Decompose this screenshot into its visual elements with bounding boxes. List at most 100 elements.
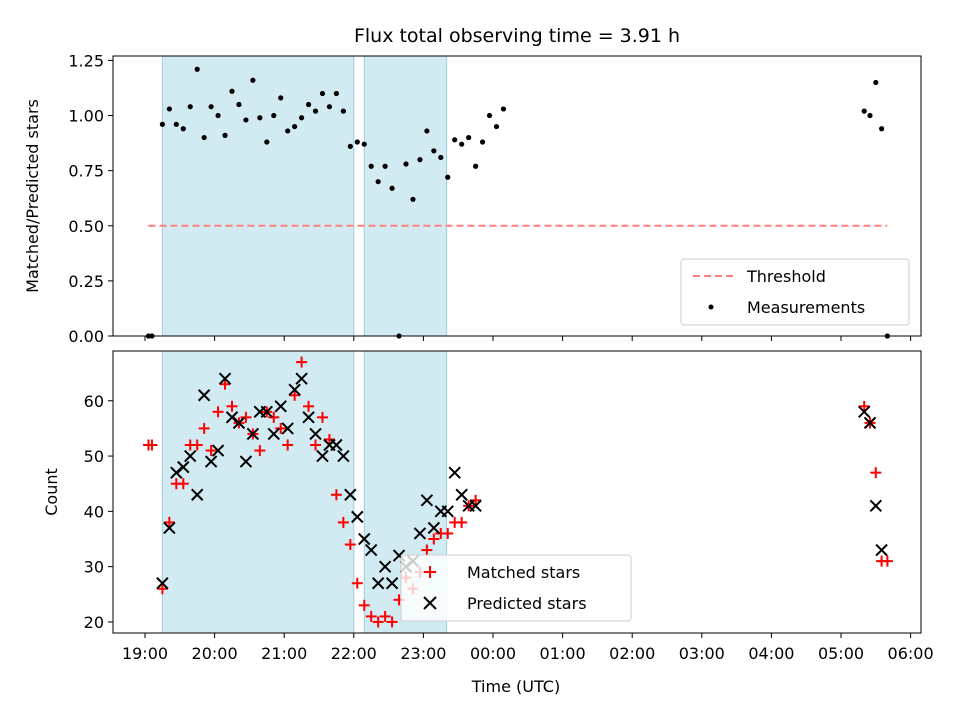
matched-star-point xyxy=(282,439,294,451)
predicted-star-point xyxy=(281,422,294,435)
predicted-marker-b xyxy=(448,466,461,479)
xtick-label: 19:00 xyxy=(122,644,168,663)
legend-threshold-label: Threshold xyxy=(746,267,826,286)
predicted-marker-b xyxy=(295,372,308,385)
legend-measurements-swatch xyxy=(708,304,714,310)
matched-star-point xyxy=(191,439,203,451)
top-legend-box xyxy=(680,258,910,326)
predicted-star-point xyxy=(267,427,280,441)
matched-star-point xyxy=(379,610,391,622)
top-ytick-label: 1.00 xyxy=(68,107,104,126)
matched-star-point xyxy=(316,411,328,423)
top-legend: Threshold Measurements xyxy=(680,258,910,326)
predicted-marker-b xyxy=(330,438,343,452)
predicted-marker-b xyxy=(302,411,315,424)
predicted-star-point xyxy=(364,543,378,557)
matched-star-point xyxy=(240,411,252,423)
xtick-label: 00:00 xyxy=(470,644,516,663)
matched-star-point xyxy=(442,527,454,539)
measurement-point xyxy=(236,101,242,108)
bottom-panel-frame xyxy=(112,350,922,634)
predicted-marker-b xyxy=(427,521,441,535)
matched-star-point xyxy=(205,445,217,457)
measurement-point xyxy=(466,134,472,141)
measurement-point xyxy=(493,123,500,130)
predicted-marker-b xyxy=(420,494,434,507)
matched-star-point xyxy=(254,445,266,457)
measurement-point xyxy=(180,126,186,132)
predicted-star-point xyxy=(225,411,239,424)
measurement-point xyxy=(486,112,493,119)
observing-interval-shade xyxy=(363,55,448,337)
predicted-star-point xyxy=(170,466,183,479)
top-ytick-label: 0.75 xyxy=(68,162,104,181)
measurement-point xyxy=(305,101,312,108)
predicted-star-point xyxy=(441,505,454,518)
measurement-point xyxy=(326,104,333,110)
predicted-star-point xyxy=(455,488,468,501)
bottom-ytick-label: 30 xyxy=(84,558,104,577)
predicted-marker-b xyxy=(351,510,364,524)
measurement-point xyxy=(229,88,235,94)
matched-star-point xyxy=(386,616,398,628)
predicted-star-point xyxy=(239,455,253,468)
xtick-label: 01:00 xyxy=(540,644,586,663)
predicted-marker-b xyxy=(413,527,427,540)
measurement-point xyxy=(479,139,486,145)
bottom-ytick-label: 40 xyxy=(84,502,104,521)
measurement-point xyxy=(340,108,346,114)
legend-matched-label: Matched stars xyxy=(467,563,580,582)
predicted-star-point xyxy=(337,449,350,463)
measurement-point xyxy=(431,148,437,154)
predicted-marker-b xyxy=(309,427,322,441)
predicted-marker-b xyxy=(392,549,406,562)
measurement-point xyxy=(424,128,430,134)
top-ytick-label: 1.25 xyxy=(68,51,104,70)
matched-star-point xyxy=(870,467,882,479)
predicted-star-point xyxy=(330,438,343,452)
measurement-point xyxy=(473,163,479,169)
predicted-star-point xyxy=(427,521,441,535)
matched-star-point xyxy=(219,378,231,390)
measurement-point xyxy=(361,141,367,147)
predicted-marker-b xyxy=(211,444,225,457)
predicted-star-point xyxy=(190,488,204,501)
legend-predicted-label: Predicted stars xyxy=(467,594,587,613)
matched-star-point xyxy=(146,439,158,451)
measurement-point xyxy=(389,185,395,191)
measurement-point xyxy=(312,108,319,114)
predicted-star-point xyxy=(385,577,399,590)
predicted-marker-b xyxy=(239,455,253,468)
predicted-star-point xyxy=(302,411,315,424)
predicted-star-point xyxy=(358,532,371,546)
predicted-marker-b xyxy=(267,427,280,441)
top-y-axis-label: Matched/Predicted stars xyxy=(23,99,42,293)
predicted-marker-b xyxy=(364,543,378,557)
matched-star-point xyxy=(289,389,301,401)
xtick-label: 05:00 xyxy=(818,644,864,663)
predicted-marker-b xyxy=(232,416,246,430)
measurement-point xyxy=(208,104,214,110)
predicted-marker-b xyxy=(469,499,482,513)
predicted-marker-b xyxy=(184,449,197,463)
measurement-point xyxy=(264,139,270,145)
predicted-star-point xyxy=(420,494,434,507)
predicted-star-point xyxy=(857,405,871,419)
xtick-label: 04:00 xyxy=(748,644,794,663)
measurement-point xyxy=(368,163,374,169)
predicted-star-point xyxy=(875,543,888,557)
matched-star-point xyxy=(470,494,482,506)
measurement-point xyxy=(243,117,249,123)
measurement-point xyxy=(879,126,885,132)
measurement-point xyxy=(500,106,507,112)
measurement-point xyxy=(166,106,172,112)
measurement-point xyxy=(173,121,179,127)
predicted-marker-b xyxy=(218,372,232,385)
predicted-marker-b xyxy=(337,449,350,463)
measurement-point xyxy=(292,123,298,130)
predicted-star-point xyxy=(184,449,197,463)
matched-star-point xyxy=(296,356,308,368)
measurement-point xyxy=(299,115,305,121)
measurement-point xyxy=(410,196,416,202)
top-panel-frame xyxy=(112,55,922,337)
